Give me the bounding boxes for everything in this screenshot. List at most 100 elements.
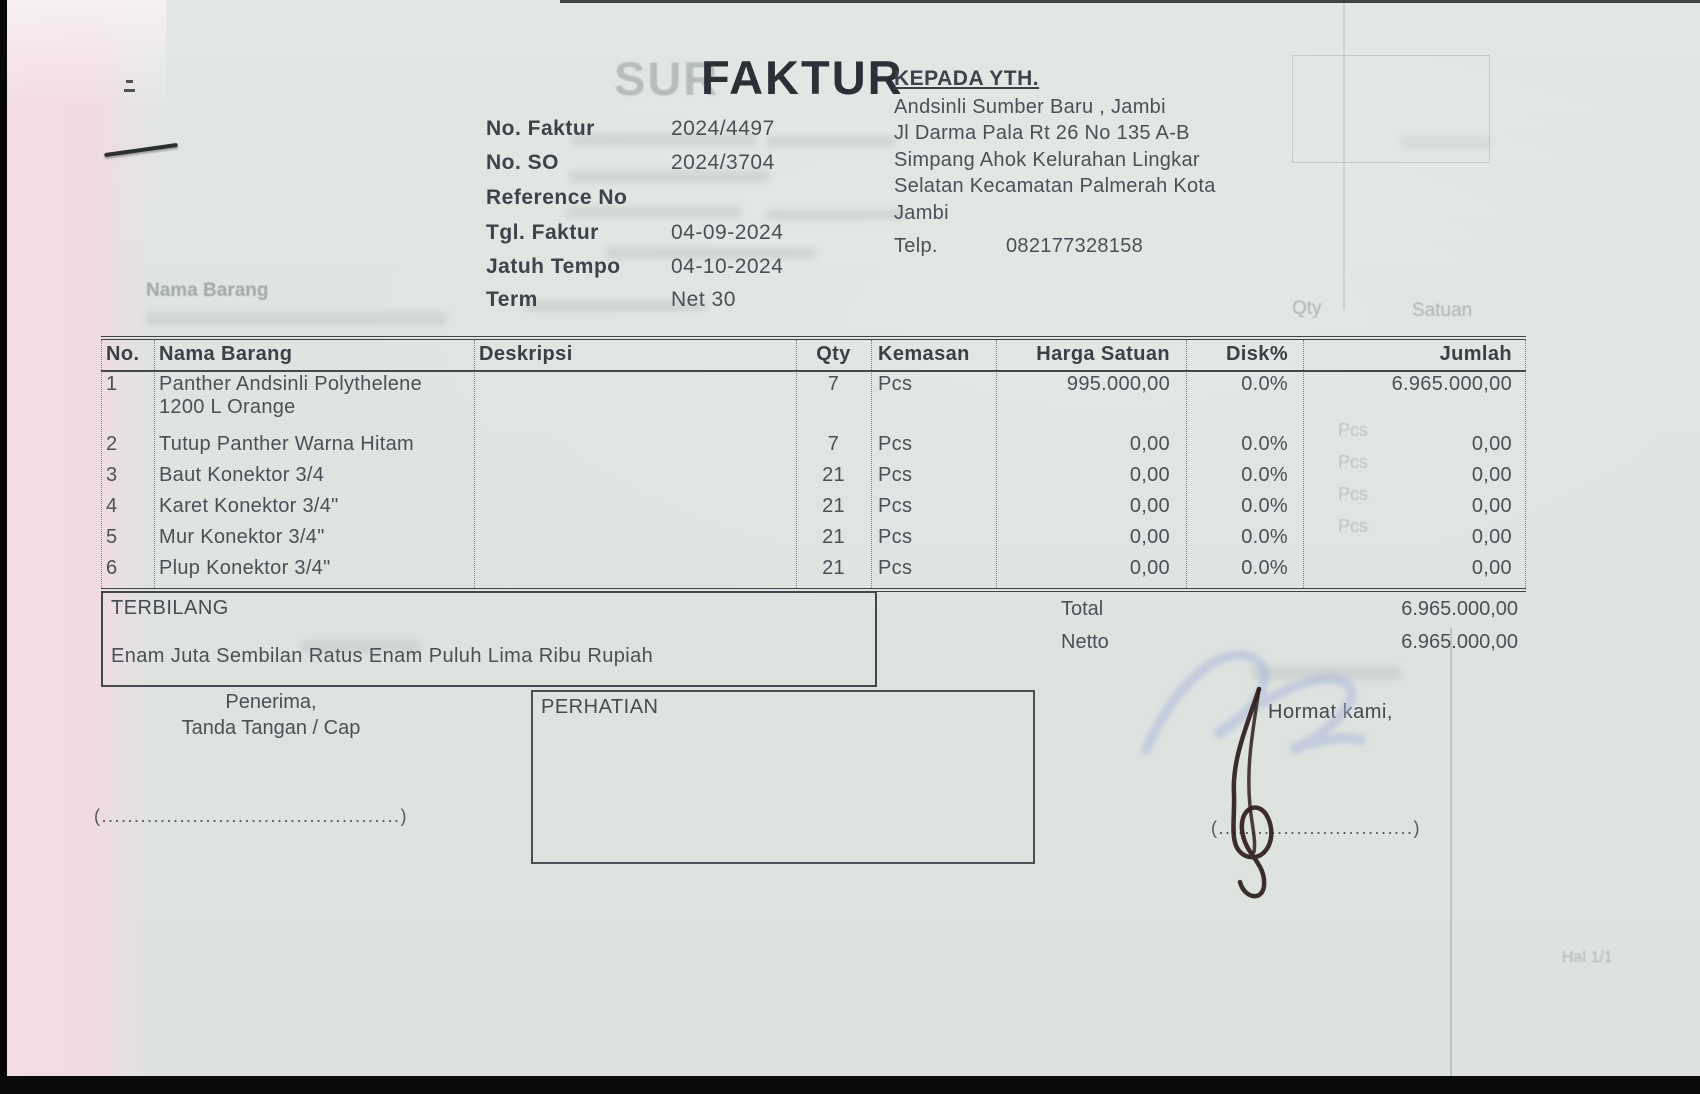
cell-qty: 21 [822, 464, 845, 486]
cell-jumlah: 0,00 [1471, 557, 1512, 579]
ghost-pcs: Pcs [1338, 484, 1369, 504]
hormat-kami-label: Hormat kami, [1268, 701, 1393, 723]
ghost-page-number: Hal 1/1 [1562, 949, 1613, 966]
paper-highlight [6, 0, 166, 110]
table-header-row: No. Nama Barang Deskripsi Qty Kemasan Ha… [101, 340, 1526, 372]
meta-label: Tgl. Faktur [486, 221, 599, 244]
pen-dash-mark [126, 80, 133, 83]
cell-jumlah: 0,00 [1471, 526, 1512, 548]
scan-edge-left [0, 0, 7, 1094]
cell-jumlah: 6.965.000,00 [1391, 373, 1512, 395]
ghost-bleed-line [301, 640, 421, 653]
meta-value: 2024/3704 [671, 151, 775, 174]
cell-disk: 0.0% [1241, 373, 1288, 395]
col-header-deskripsi: Deskripsi [479, 343, 573, 365]
meta-value: 2024/4497 [671, 117, 775, 140]
netto-label: Netto [1061, 631, 1109, 653]
scan-edge-top [560, 0, 1700, 3]
terbilang-text: Enam Juta Sembilan Ratus Enam Puluh Lima… [111, 645, 654, 667]
cell-kemasan: Pcs [878, 464, 913, 486]
invoice-title: FAKTUR [701, 51, 904, 104]
paper-sheet: SUR Nama Barang Qty Satuan Pcs Pcs Pcs P… [6, 0, 1700, 1078]
total-label: Total [1061, 598, 1104, 620]
pen-dash-mark [124, 89, 135, 92]
fold-crease [1343, 0, 1345, 310]
cell-disk: 0.0% [1241, 495, 1288, 517]
cell-qty: 21 [822, 557, 845, 579]
col-header-no: No. [106, 343, 140, 365]
table-gridline [474, 340, 475, 588]
ghost-bleed-line [606, 247, 816, 259]
cell-qty: 21 [822, 526, 845, 548]
cell-kemasan: Pcs [878, 433, 913, 455]
carbonless-pink-edge [6, 0, 156, 1078]
signature-line-right: (..............................) [1211, 818, 1422, 838]
cell-jumlah: 0,00 [1471, 433, 1512, 455]
cell-qty: 7 [827, 373, 840, 395]
cell-no: 5 [106, 526, 118, 548]
cell-nama: Tutup Panther Warna Hitam [159, 433, 415, 455]
table-gridline [796, 340, 797, 588]
cell-disk: 0.0% [1241, 526, 1288, 548]
fold-crease [1450, 628, 1452, 1078]
total-value: 6.965.000,00 [1401, 598, 1518, 620]
tanda-tangan-label: Tanda Tangan / Cap [181, 717, 361, 739]
cell-harga: 995.000,00 [1066, 373, 1170, 395]
ghost-pcs: Pcs [1338, 516, 1369, 536]
terbilang-box: TERBILANG Enam Juta Sembilan Ratus Enam … [101, 591, 877, 687]
cell-no: 3 [106, 464, 118, 486]
ghost-bleed-line [526, 300, 706, 312]
perhatian-label: PERHATIAN [541, 696, 659, 718]
cell-no: 2 [106, 433, 118, 455]
meta-label: Jatuh Tempo [486, 255, 621, 278]
table-gridline [1186, 340, 1187, 588]
cell-harga: 0,00 [1129, 557, 1170, 579]
cell-nama: Karet Konektor 3/4" [159, 495, 339, 517]
col-header-jumlah: Jumlah [1439, 343, 1512, 365]
meta-label: No. Faktur [486, 117, 595, 140]
cell-nama: Mur Konektor 3/4" [159, 526, 325, 548]
cell-nama: Panther Andsinli Polythelene 1200 L Oran… [159, 373, 423, 418]
ghost-bleed-line [1401, 135, 1491, 149]
cell-kemasan: Pcs [878, 526, 913, 548]
cell-disk: 0.0% [1241, 557, 1288, 579]
customer-address-line: Jambi [894, 202, 949, 224]
meta-value: 04-09-2024 [671, 221, 784, 244]
ghost-qty: Qty [1292, 298, 1322, 319]
signature-line-left: (.......................................… [94, 806, 409, 826]
cell-qty: 21 [822, 495, 845, 517]
table-gridline [871, 340, 872, 588]
ghost-satuan: Satuan [1412, 300, 1473, 321]
cell-jumlah: 0,00 [1471, 464, 1512, 486]
table-gridline [154, 340, 155, 588]
cell-nama: Baut Konektor 3/4 [159, 464, 325, 486]
ghost-bleed-line [146, 312, 446, 325]
col-header-nama: Nama Barang [159, 343, 293, 365]
meta-label: Reference No [486, 186, 628, 209]
cell-harga: 0,00 [1129, 526, 1170, 548]
meta-value: Net 30 [671, 288, 736, 311]
ghost-bleed-line [1251, 666, 1401, 680]
customer-address-line: Selatan Kecamatan Palmerah Kota [894, 175, 1216, 197]
cell-nama: Plup Konektor 3/4" [159, 557, 331, 579]
ghost-bleed-line [766, 209, 906, 220]
ghost-bleed-line [566, 206, 741, 218]
meta-value: 04-10-2024 [671, 255, 784, 278]
ghost-bleed-line [571, 133, 756, 146]
table-gridline [1303, 340, 1304, 588]
table-gridline [1525, 340, 1526, 588]
ghost-pcs: Pcs [1338, 452, 1369, 472]
cell-no: 1 [106, 373, 118, 395]
cell-qty: 7 [827, 433, 840, 455]
cell-jumlah: 0,00 [1471, 495, 1512, 517]
ghost-bleed-title: SUR [614, 52, 720, 105]
cell-harga: 0,00 [1129, 433, 1170, 455]
meta-label: No. SO [486, 151, 560, 174]
ghost-bleed-box [1292, 55, 1490, 163]
customer-phone-label: Telp. [894, 235, 938, 257]
scan-edge-bottom [0, 1076, 1700, 1094]
col-header-harga: Harga Satuan [1036, 343, 1170, 365]
cell-harga: 0,00 [1129, 495, 1170, 517]
penerima-label: Penerima, [225, 691, 317, 713]
